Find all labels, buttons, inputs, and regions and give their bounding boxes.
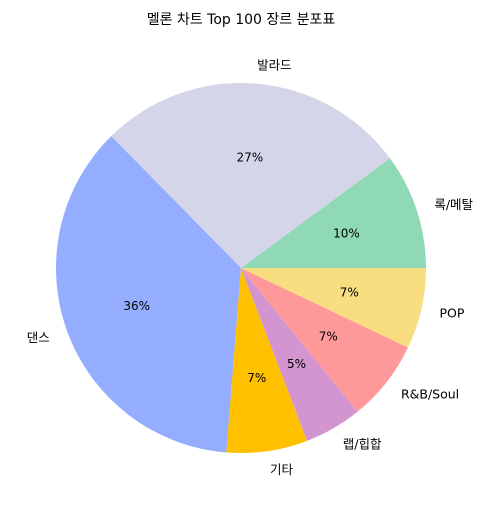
slice-label-발라드: 발라드 (257, 58, 292, 73)
slice-label-록-메탈: 록/메탈 (434, 197, 473, 212)
slice-label-r-b-soul: R&B/Soul (401, 386, 459, 401)
percent-label-발라드: 27% (236, 150, 263, 164)
pie-slice-댄스 (55, 136, 242, 453)
percent-label-r-b-soul: 7% (319, 330, 338, 344)
slice-label-pop: POP (440, 305, 465, 320)
percent-label-기타: 7% (247, 371, 266, 385)
percent-label-랩-힙합: 5% (287, 357, 306, 371)
pie-slice-기타 (226, 268, 308, 454)
percent-label-록-메탈: 10% (333, 226, 360, 240)
percent-label-pop: 7% (340, 285, 359, 299)
slice-label-댄스: 댄스 (27, 330, 50, 345)
slice-label-랩-힙합: 랩/힙합 (343, 437, 382, 452)
chart-title: 멜론 차트 Top 100 장르 분포표 (147, 12, 336, 28)
pie-slices (55, 83, 426, 454)
pie-labels: 록/메탈 10% 발라드 27% 댄스 36% 기타 7% 랩/힙합 5% R&B/Soul 7% PO… (27, 58, 474, 477)
percent-label-댄스: 36% (123, 299, 150, 313)
pie-slice-발라드 (111, 83, 390, 269)
pie-slice-록-메탈 (241, 158, 426, 268)
pie-slice-랩-힙합 (241, 268, 358, 441)
slice-label-기타: 기타 (270, 462, 294, 477)
pie-slice-r-b-soul (241, 268, 409, 412)
pie-slice-pop (241, 268, 426, 348)
